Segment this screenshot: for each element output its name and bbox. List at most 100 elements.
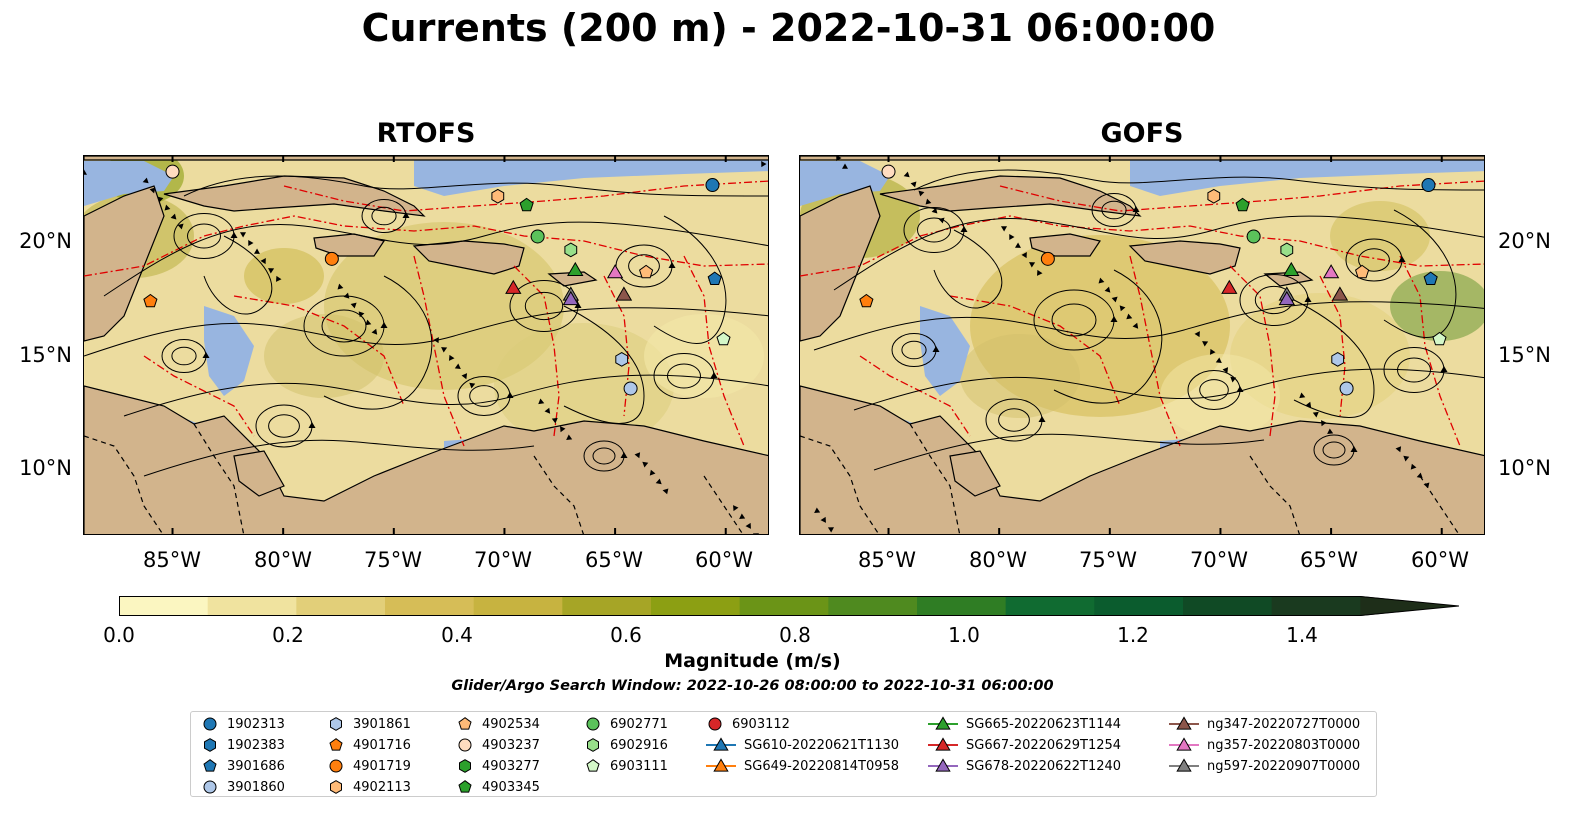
streamline-3 — [873, 433, 1265, 471]
legend-swatch — [1169, 716, 1199, 730]
legend-item-4902534: 4902534 — [456, 714, 540, 734]
legend-label: 3901861 — [353, 716, 411, 732]
eddy-core-4 — [1358, 248, 1390, 272]
lat-tick-right-20n: 20°N — [1498, 229, 1551, 253]
obs-rtofs-ng347-20220727T0000 — [615, 286, 633, 301]
eez-boundary-7 — [233, 295, 405, 407]
eez-boundary-4 — [603, 275, 630, 417]
flow-arrow-head — [1222, 367, 1229, 374]
eez-boundary-2 — [413, 255, 465, 447]
flow-arrow-head — [1036, 269, 1043, 276]
country-border-0 — [84, 435, 164, 534]
legend-item-ng597-20220907T0000: ng597-20220907T0000 — [1169, 756, 1360, 776]
flow-arrow-0 — [230, 232, 238, 238]
obs-rtofs-3901860 — [623, 381, 638, 396]
streamline-7 — [933, 229, 1003, 309]
flow-arrow-head — [1202, 341, 1209, 347]
flow-arrow-head — [1299, 392, 1306, 399]
flow-arrow-head — [1215, 357, 1222, 364]
eddy-core-2 — [998, 408, 1030, 432]
eez-boundary-5 — [683, 255, 745, 447]
flow-arrow-head — [469, 382, 476, 389]
land-6 — [233, 450, 285, 497]
obs-rtofs-4903237 — [165, 164, 180, 179]
legend-label: 4902113 — [353, 779, 411, 795]
triangle-icon — [713, 758, 729, 772]
obs-gofs-6902916 — [1280, 242, 1294, 258]
flow-arrow-head — [365, 319, 372, 326]
flow-arrow-head — [1320, 420, 1327, 427]
colorbar-tick-1-4: 1.4 — [1286, 623, 1318, 647]
flow-arrow-head — [634, 452, 641, 459]
flow-arrow-head — [842, 163, 848, 169]
triangle-icon — [1176, 737, 1192, 751]
shallow-water-0 — [800, 161, 890, 206]
flow-arrow-head — [157, 196, 164, 203]
flow-arrow-7 — [402, 212, 410, 218]
flow-arrow-head — [918, 190, 925, 197]
hexagon-icon — [587, 738, 599, 752]
shallow-water-2 — [920, 306, 970, 396]
panel-title-gofs: GOFS — [1100, 118, 1184, 149]
flow-arrow-head — [1327, 428, 1334, 435]
flow-arrow-head — [1029, 262, 1036, 268]
colorbar-tick-0-0: 0.0 — [103, 623, 135, 647]
flow-arrow-head — [275, 275, 282, 282]
flow-arrow-head — [910, 181, 917, 188]
lon-tick-gofs-80w: 80°W — [969, 548, 1027, 572]
flow-arrow-1 — [380, 322, 388, 328]
legend-label: 4901716 — [353, 737, 411, 753]
flow-arrow-head — [1209, 348, 1216, 355]
country-border-2 — [1249, 455, 1300, 534]
flow-arrow-head — [1104, 286, 1111, 293]
legend-swatch — [458, 717, 472, 730]
obs-gofs-4903237 — [881, 164, 896, 179]
colorbar-outline — [119, 596, 1459, 616]
legend-label: 6903111 — [610, 758, 668, 774]
legend-swatch — [204, 738, 216, 752]
legend-swatch — [459, 759, 471, 773]
eez-boundary-3 — [513, 265, 560, 437]
flow-arrow-head — [1395, 446, 1402, 453]
flow-arrow-head — [1111, 296, 1118, 303]
legend-item-SG667-20220629T1254: SG667-20220629T1254 — [928, 735, 1121, 755]
legend-label: 4903277 — [482, 758, 540, 774]
legend-label: 4902534 — [482, 716, 540, 732]
eez-boundary-2 — [1129, 255, 1181, 447]
obs-rtofs-6903111 — [716, 331, 731, 346]
hexagon-icon — [330, 780, 342, 794]
eez-boundary-0 — [800, 215, 1484, 277]
flow-arrow-head — [538, 398, 545, 405]
colorbar-tick-0-4: 0.4 — [441, 623, 473, 647]
land-6 — [949, 450, 1001, 497]
lat-tick-left-20n: 20°N — [19, 229, 72, 253]
colorbar-segment-1 — [207, 596, 297, 616]
legend-swatch — [329, 738, 343, 751]
land-1 — [800, 385, 1484, 534]
legend-label: SG667-20220629T1254 — [966, 737, 1122, 753]
flow-arrow-head — [461, 373, 468, 380]
legend-label: 1902383 — [227, 737, 285, 753]
obs-gofs-3901686 — [1423, 271, 1438, 285]
legend-label: ng347-20220727T0000 — [1207, 716, 1361, 732]
colorbar-segment-4 — [473, 596, 563, 616]
flow-arrow-head — [733, 505, 739, 512]
legend-item-ng357-20220803T0000: ng357-20220803T0000 — [1169, 735, 1360, 755]
flow-arrow-2 — [308, 422, 316, 428]
legend-swatch — [203, 717, 217, 731]
flow-arrow-head — [268, 268, 275, 274]
country-border-2 — [533, 455, 584, 534]
legend-item-6902771: 6902771 — [584, 714, 668, 734]
magnitude-patch-2 — [264, 314, 384, 398]
obs-gofs-4902534 — [1355, 264, 1370, 279]
legend: 1902313 1902383 3901686 3901860 3901861 49017… — [190, 711, 1377, 797]
flow-arrow-6 — [710, 372, 718, 378]
flow-arrow-head — [1098, 277, 1105, 284]
legend-label: 6902771 — [610, 716, 668, 732]
land-7 — [800, 156, 1484, 161]
figure-title: Currents (200 m) - 2022-10-31 06:00:00 — [361, 6, 1216, 50]
flow-arrow-head — [358, 311, 365, 318]
colorbar-segment-8 — [828, 596, 918, 616]
eddy-core-8 — [1322, 441, 1346, 459]
flow-arrow-head — [1014, 242, 1021, 248]
